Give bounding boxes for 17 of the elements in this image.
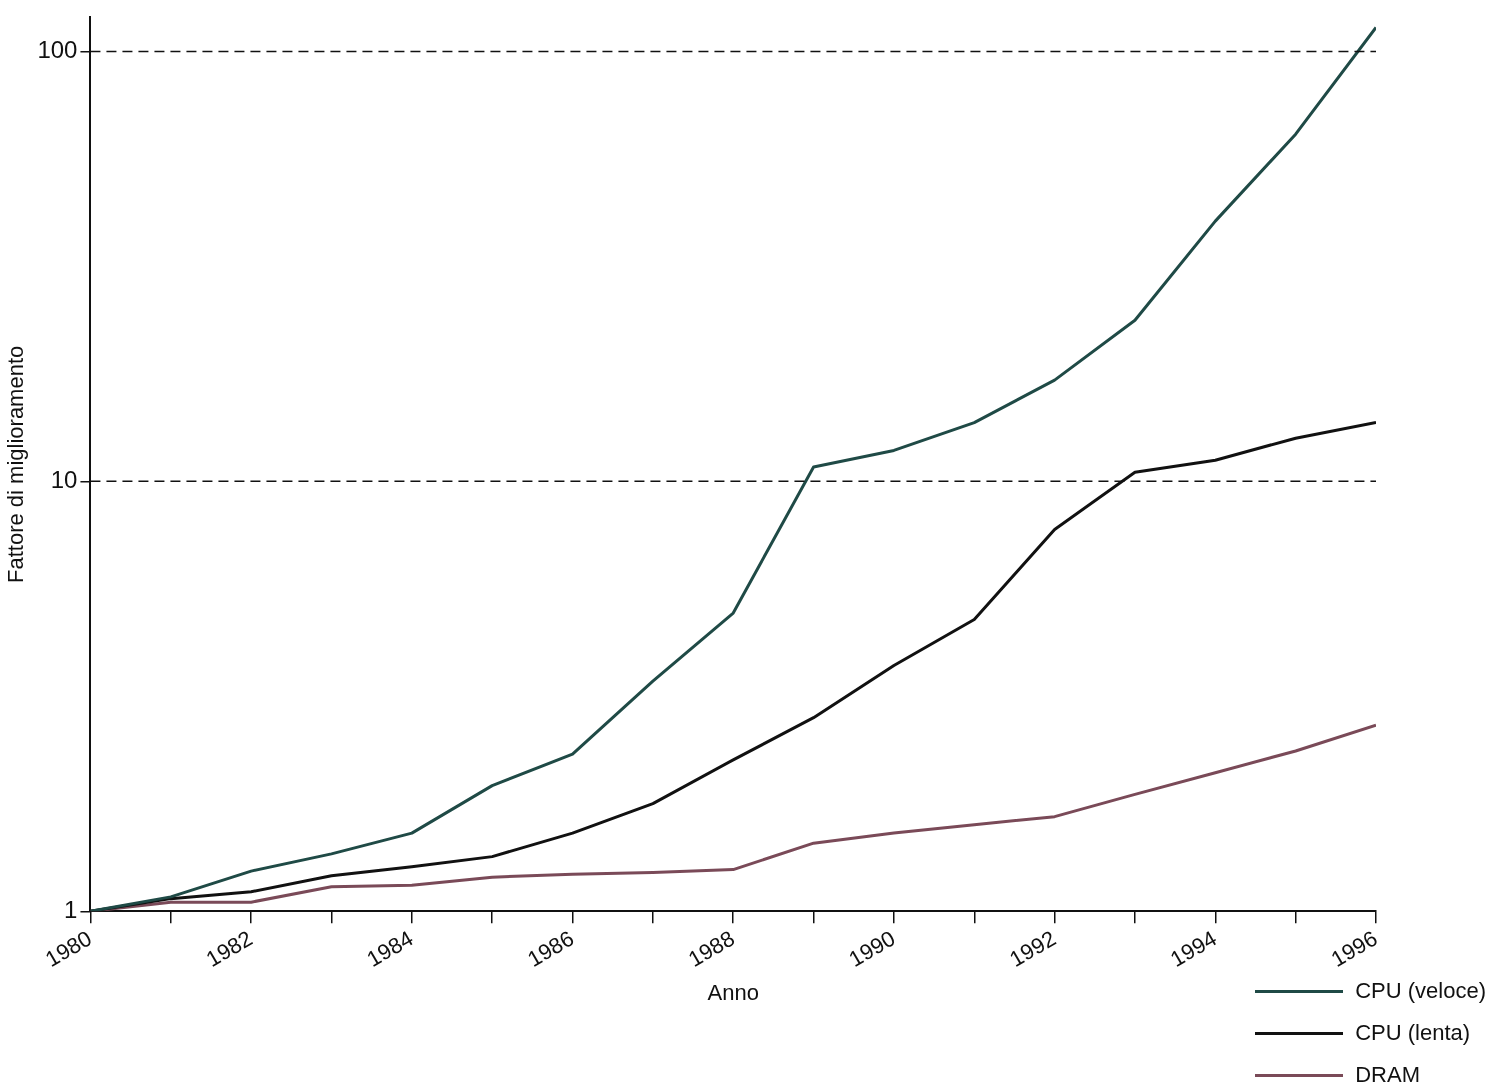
y-axis-title: Fattore di miglioramento [3, 345, 29, 583]
x-axis-title: Anno [707, 979, 759, 1005]
x-tick-label: 1988 [683, 925, 739, 972]
y-tick-label: 10 [50, 465, 78, 493]
x-tick-label: 1980 [41, 925, 96, 972]
y-tick-label: 100 [37, 36, 78, 64]
legend-label: DRAM [1355, 1062, 1420, 1088]
x-tick-label: 1990 [844, 925, 900, 972]
x-tick-label: 1994 [1165, 925, 1221, 972]
x-tick-label: 1986 [523, 925, 579, 972]
x-tick-label: 1982 [201, 925, 257, 972]
y-tick-label: 1 [64, 895, 78, 923]
legend-label: CPU (veloce) [1355, 978, 1486, 1004]
x-tick-label: 1992 [1005, 925, 1061, 972]
legend-label: CPU (lenta) [1355, 1020, 1471, 1046]
x-tick-label: 1996 [1326, 925, 1382, 972]
x-tick-label: 1984 [362, 925, 418, 972]
